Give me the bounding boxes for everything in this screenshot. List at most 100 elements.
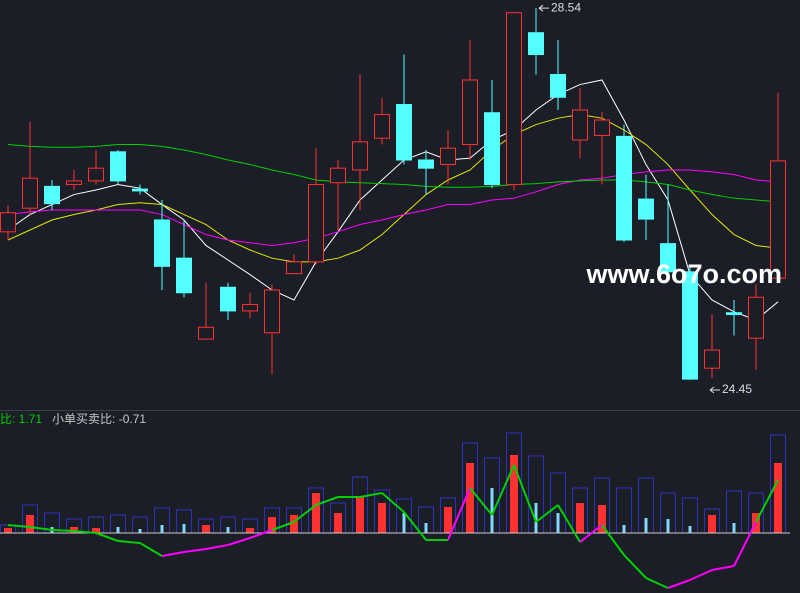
volume-inner — [402, 513, 406, 533]
volume-inner — [708, 515, 716, 533]
volume-inner — [556, 513, 560, 533]
legend-text: 比: 1.71 — [0, 412, 42, 426]
candle-body — [748, 296, 764, 339]
indicator-line — [183, 548, 207, 553]
volume-inner — [202, 525, 210, 533]
candle-body — [550, 74, 566, 98]
candle-body — [176, 257, 192, 294]
indicator-line — [51, 529, 75, 532]
candle-body — [682, 271, 698, 380]
volume-inner — [138, 529, 142, 533]
moving-average — [7, 144, 779, 203]
candle-body — [528, 32, 544, 56]
volume-inner — [182, 524, 186, 533]
indicator-line — [95, 532, 119, 542]
candle-body — [704, 349, 720, 369]
volume-inner — [510, 455, 518, 533]
volume-inner — [356, 497, 364, 533]
moving-average — [7, 114, 779, 263]
volume-inner — [4, 528, 12, 533]
indicator-line — [205, 544, 229, 550]
indicator-line — [689, 569, 713, 581]
indicator-line — [249, 529, 273, 539]
volume-inner — [576, 503, 584, 533]
candle-body — [154, 219, 170, 267]
candle-body — [440, 147, 456, 166]
candle-body — [88, 167, 104, 182]
volume-inner — [226, 527, 230, 533]
candle-body — [22, 177, 38, 209]
volume-inner — [444, 507, 452, 533]
candle-body — [264, 289, 280, 334]
indicator-line — [29, 526, 53, 531]
candle-body — [396, 104, 412, 161]
candle-body — [132, 188, 148, 192]
candle-body — [418, 159, 434, 169]
volume-inner — [26, 515, 34, 533]
volume-inner — [732, 523, 736, 533]
candle-body — [638, 198, 654, 220]
volume-inner — [334, 513, 342, 533]
indicator-line — [733, 521, 757, 567]
candle-body — [198, 326, 214, 340]
candle-body — [352, 141, 368, 171]
candle-body — [330, 167, 346, 184]
volume-inner — [92, 528, 100, 533]
indicator-line — [645, 577, 669, 589]
volume-inner — [246, 528, 254, 533]
candle-body — [660, 243, 676, 273]
volume-inner — [688, 526, 692, 533]
max-label: 28.54 — [551, 0, 581, 14]
candle-body — [0, 212, 16, 233]
min-label: 24.45 — [722, 382, 752, 396]
volume-inner — [466, 463, 474, 533]
moving-average — [7, 79, 779, 321]
indicator-line — [381, 492, 405, 513]
volume-inner — [378, 503, 386, 533]
indicator-line — [469, 487, 493, 516]
indicator-line — [73, 530, 97, 534]
candle-body — [484, 112, 500, 186]
indicator-line — [447, 487, 471, 541]
volume-inner — [490, 488, 494, 533]
indicator-line — [513, 464, 537, 523]
max-arrow — [538, 4, 549, 12]
indicator-line — [161, 551, 185, 557]
moving-average — [7, 169, 779, 246]
watermark: www.6o7o.com — [585, 259, 782, 289]
indicator-line — [535, 504, 559, 523]
volume-inner — [666, 519, 670, 533]
volume-inner — [160, 525, 164, 533]
candle-body — [616, 135, 632, 241]
candle-body — [770, 160, 786, 279]
indicator-line — [117, 540, 141, 544]
candle-body — [66, 180, 82, 186]
indicator-line — [7, 524, 31, 528]
volume-inner — [534, 503, 538, 533]
indicator-line — [755, 479, 779, 523]
volume-inner — [424, 523, 428, 533]
volume-inner — [116, 527, 120, 533]
volume-inner — [774, 463, 782, 533]
volume-inner — [268, 517, 276, 533]
indicator-line — [359, 492, 383, 498]
indicator-line — [315, 496, 339, 506]
candle-body — [220, 286, 236, 312]
indicator-line — [667, 579, 691, 589]
volume-inner — [644, 518, 648, 533]
volume-inner — [622, 525, 626, 533]
candle-body — [374, 114, 390, 139]
candle-body — [572, 109, 588, 141]
indicator-line — [711, 565, 735, 571]
indicator-line — [557, 504, 581, 543]
legend-text: 小单买卖比: -0.71 — [52, 412, 146, 426]
candle-body — [242, 304, 258, 312]
indicator-line — [271, 521, 295, 531]
volume-inner — [598, 505, 606, 533]
volume-inner — [312, 493, 320, 533]
indicator-line — [139, 542, 163, 557]
indicator-line — [623, 554, 647, 579]
indicator-line — [293, 504, 317, 523]
